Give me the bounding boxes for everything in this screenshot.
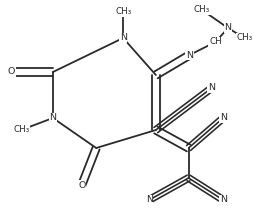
- Text: N: N: [50, 114, 56, 123]
- Text: N: N: [146, 196, 153, 204]
- Text: N: N: [225, 23, 232, 32]
- Text: N: N: [186, 50, 193, 60]
- Text: CH₃: CH₃: [115, 8, 131, 16]
- Text: N: N: [220, 196, 227, 204]
- Text: CH₃: CH₃: [194, 5, 210, 15]
- Text: CH: CH: [209, 38, 222, 46]
- Text: CH₃: CH₃: [13, 126, 29, 134]
- Text: N: N: [120, 34, 127, 42]
- Text: O: O: [8, 68, 15, 77]
- Text: CH₃: CH₃: [236, 34, 252, 42]
- Text: N: N: [208, 84, 215, 92]
- Text: O: O: [78, 180, 85, 189]
- Text: N: N: [220, 114, 227, 123]
